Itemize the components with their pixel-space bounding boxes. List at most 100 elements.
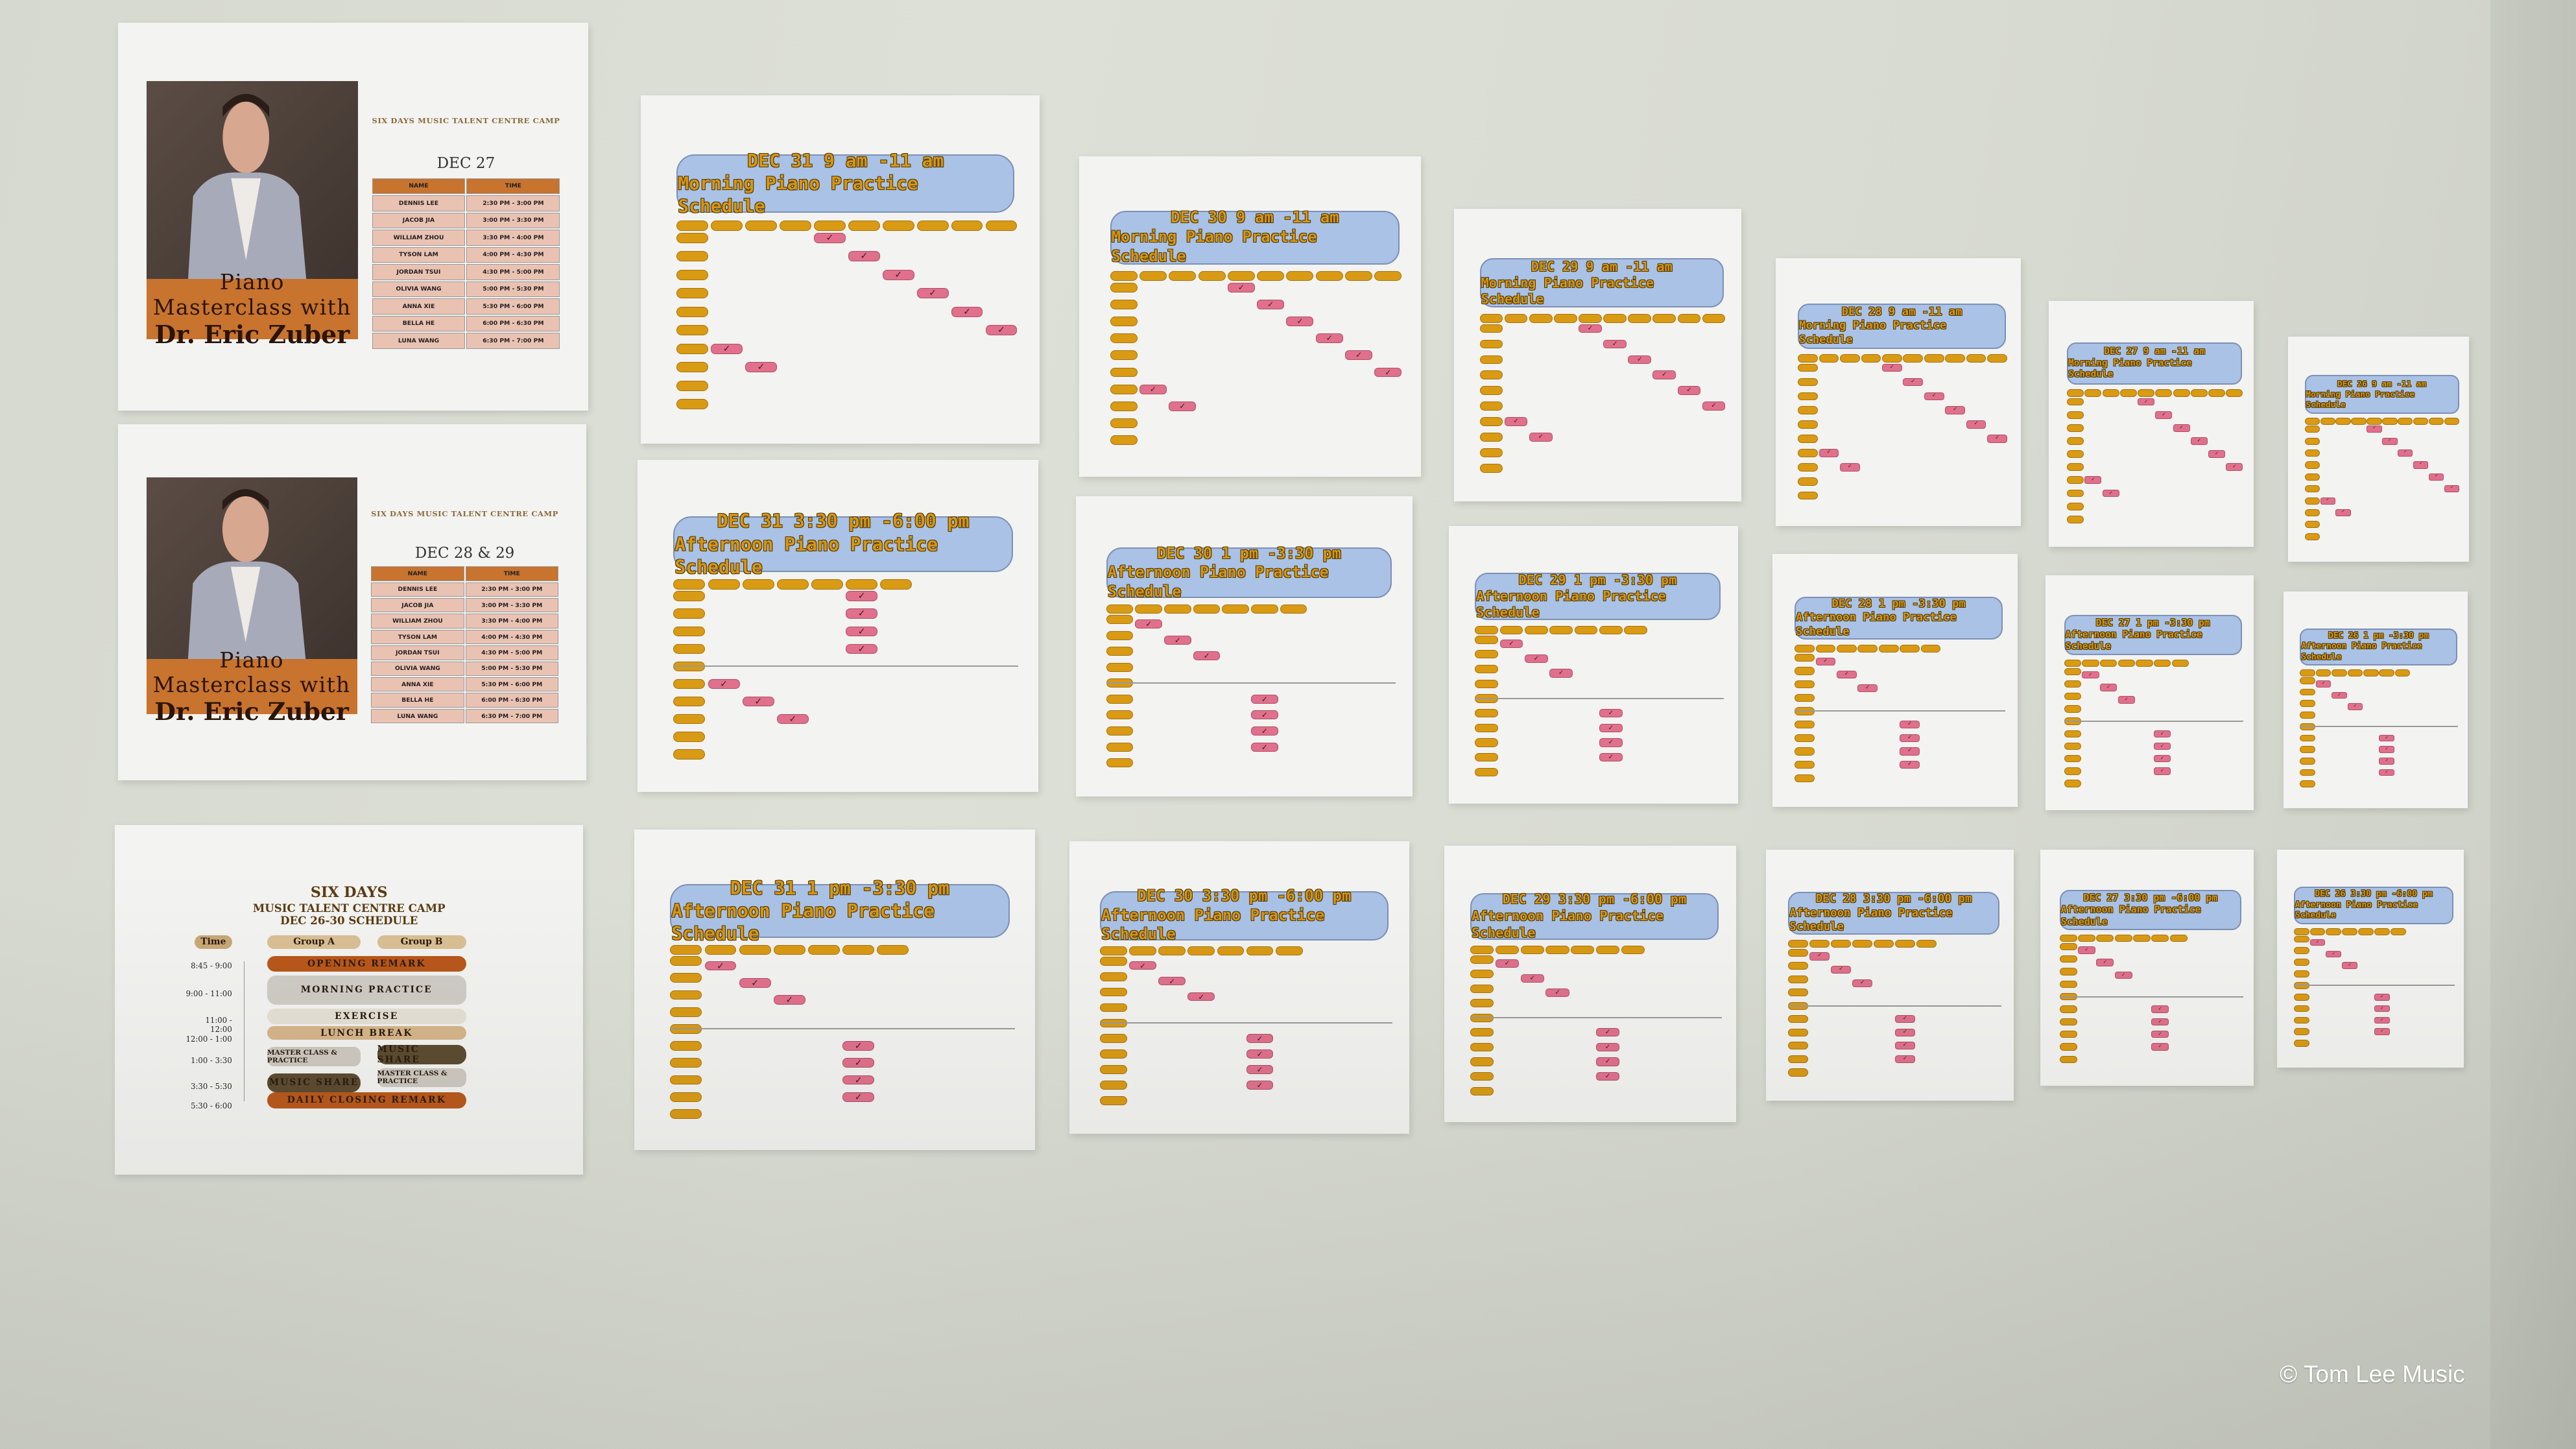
practice-check: ✓ [1840,462,1860,472]
slot-time-pill [2067,398,2084,406]
student-name-pill [1852,940,1873,948]
table-header-name: NAME [372,178,466,195]
practice-check: ✓ [1374,367,1402,377]
table-cell-name: JACOB JIA [371,598,464,613]
table-cell-name: LUNA WANG [372,333,466,349]
practice-check: ✓ [1579,324,1602,333]
student-name-pill [1315,271,1343,281]
practice-check: ✓ [846,608,878,619]
time-label: 5:30 - 6:00 [191,1101,232,1110]
schedule-title-name: Afternoon Piano Practice Schedule [2301,641,2422,662]
slot-time-pill [676,306,709,317]
student-name-pill [1809,940,1830,948]
slot-time-pill [2300,757,2315,765]
slot-time-pill [2064,755,2081,763]
schedule-header: DEC 27 3:30 pm -6:00 pm Afternoon Piano P… [2059,889,2242,930]
practice-check: ✓ [2398,449,2413,457]
practice-check: ✓ [1815,657,1836,665]
header-group-a: Group A [267,935,361,950]
practice-check: ✓ [1158,976,1186,986]
student-name-pill [676,221,709,232]
schedule-title-name: Afternoon Piano Practice Schedule [2295,900,2418,920]
slot-time-pill [2059,1005,2077,1013]
slot-time-pill [1798,449,1818,457]
practice-check: ✓ [2208,450,2226,459]
slot-time-pill [1798,363,1818,372]
schedule-title-date: DEC 28 1 pm -3:30 pm [1831,597,1966,610]
slot-time-pill [2059,1030,2077,1038]
slot-time-pill [1479,355,1503,365]
table-cell-time: 5:30 PM - 6:00 PM [466,298,560,315]
slot-time-pill [1470,1042,1494,1051]
student-name-pill [2173,389,2190,398]
slot-time-pill [1788,948,1809,957]
schedule-header: DEC 30 9 am -11 am Morning Piano Practice… [1110,208,1400,265]
practice-check: ✓ [1246,1049,1274,1059]
student-name-pill [742,579,774,590]
slot-time-pill [1479,370,1503,380]
student-name-pill [1222,604,1249,614]
slot-time-pill [1106,630,1134,640]
practice-schedule-poster: DEC 28 9 am -11 am Morning Piano Practice… [1776,257,2021,526]
student-name-pill [1815,645,1836,653]
student-name-pill [1579,313,1602,323]
student-name-pill [1504,313,1528,323]
masterclass-banner: Piano Masterclass with Dr. Eric Zuber [146,648,357,726]
practice-schedule-poster: DEC 29 1 pm -3:30 pm Afternoon Piano Prac… [1449,525,1738,804]
student-name-pill [1920,645,1941,653]
practice-check: ✓ [2151,1030,2169,1038]
table-cell-time: 4:00 PM - 4:30 PM [465,629,558,645]
schedule-title-date: DEC 26 3:30 pm -6:00 pm [2315,889,2433,900]
schedule-title-date: DEC 27 1 pm -3:30 pm [2095,617,2210,629]
schedule-header: DEC 26 3:30 pm -6:00 pm Afternoon Piano P… [2293,886,2454,924]
slot-time-pill [673,678,706,689]
banner-line-1: Piano Masterclass with [153,269,352,320]
schedule-header: DEC 26 1 pm -3:30 pm Afternoon Piano Prac… [2300,628,2457,666]
student-name-pill [2351,418,2367,425]
student-name-pill [2382,418,2398,425]
student-name-pill [1571,945,1595,954]
copyright-watermark: © Tom Lee Music [2280,1361,2465,1387]
slot-time-pill [1788,988,1809,997]
slot-time-pill [2059,980,2077,988]
student-name-pill [2413,418,2429,425]
slot-time-pill [676,399,709,410]
slot-time-pill [1475,665,1499,674]
slot-time-pill [1798,377,1818,387]
practice-check: ✓ [2374,993,2390,1001]
slot-time-pill [2067,411,2084,419]
practice-check: ✓ [1894,1028,1915,1036]
practice-check: ✓ [1595,1057,1620,1066]
practice-check: ✓ [1599,709,1623,718]
practice-check: ✓ [1881,363,1902,372]
student-name-pill [1894,940,1915,948]
practice-check: ✓ [1903,377,1924,387]
practice-check: ✓ [2374,1005,2390,1012]
practice-check: ✓ [2342,962,2358,970]
slot-time-pill [1798,435,1818,443]
slot-time-pill [2293,993,2309,1001]
table-cell-time: 4:30 PM - 5:00 PM [466,264,560,280]
slot-time-pill [676,343,709,354]
table-cell-time: 2:30 PM - 3:00 PM [465,582,558,597]
slot-time-pill [676,251,709,262]
student-name-pill [1193,604,1221,614]
schedule-header: DEC 27 1 pm -3:30 pm Afternoon Piano Prac… [2064,615,2242,656]
practice-check: ✓ [846,643,878,654]
student-name-pill [2304,418,2320,425]
slot-time-pill [1475,723,1499,732]
slot-time-pill [1788,962,1809,970]
block-morning: MORNING PRACTICE [267,975,466,1005]
schedule-divider [1795,710,2005,712]
student-name-pill [2169,934,2188,942]
slot-time-pill [1479,463,1503,473]
schedule-header: DEC 29 1 pm -3:30 pm Afternoon Piano Prac… [1475,572,1721,620]
practice-check: ✓ [1857,684,1878,693]
practice-check: ✓ [1549,669,1573,678]
student-name-pill [745,221,777,232]
time-label: 3:30 - 5:30 [191,1082,232,1092]
slot-time-pill [1475,650,1499,659]
student-name-pill [2171,659,2189,667]
practice-check: ✓ [2374,1016,2390,1024]
student-name-pill [1836,645,1857,653]
